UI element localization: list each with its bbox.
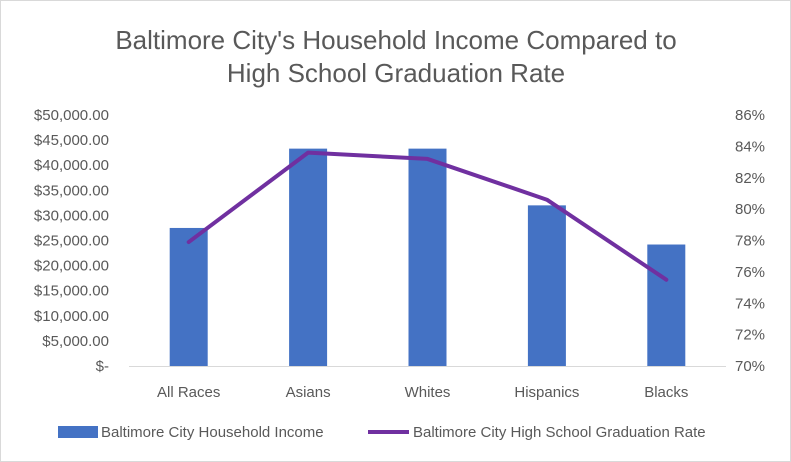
left-tick-label: $25,000.00 bbox=[34, 233, 109, 250]
bar bbox=[289, 148, 328, 366]
legend: Baltimore City Household Income Baltimor… bbox=[58, 424, 706, 441]
legend-line-label: Baltimore City High School Graduation Ra… bbox=[413, 424, 706, 441]
right-tick-label: 76% bbox=[735, 264, 765, 281]
right-tick-label: 70% bbox=[735, 358, 765, 375]
bar bbox=[647, 244, 686, 366]
right-tick-label: 80% bbox=[735, 201, 765, 218]
line-series bbox=[186, 150, 669, 282]
category-labels: All Races Asians Whites Hispanics Blacks bbox=[157, 384, 688, 401]
right-axis-ticks: 70% 72% 74% 76% 78% 80% 82% 84% 86% bbox=[735, 107, 765, 375]
bar bbox=[527, 205, 566, 366]
right-tick-label: 82% bbox=[735, 170, 765, 187]
category-label: Hispanics bbox=[514, 384, 579, 401]
category-label: Whites bbox=[405, 384, 451, 401]
left-tick-label: $20,000.00 bbox=[34, 258, 109, 275]
left-tick-label: $50,000.00 bbox=[34, 107, 109, 124]
left-tick-label: $- bbox=[96, 358, 109, 375]
bar-series bbox=[169, 148, 686, 366]
right-tick-label: 74% bbox=[735, 295, 765, 312]
bar bbox=[169, 227, 208, 366]
right-tick-label: 72% bbox=[735, 327, 765, 344]
left-axis-ticks: $- $5,000.00 $10,000.00 $15,000.00 $20,000.0… bbox=[34, 107, 109, 375]
left-tick-label: $10,000.00 bbox=[34, 308, 109, 325]
left-tick-label: $45,000.00 bbox=[34, 132, 109, 149]
bar bbox=[408, 148, 447, 366]
chart-title-line-2: High School Graduation Rate bbox=[227, 58, 565, 88]
category-label: Blacks bbox=[644, 384, 688, 401]
legend-bar-label: Baltimore City Household Income bbox=[101, 424, 324, 441]
right-tick-label: 78% bbox=[735, 233, 765, 250]
category-label: All Races bbox=[157, 384, 220, 401]
chart-title-line-1: Baltimore City's Household Income Compar… bbox=[115, 25, 676, 55]
right-tick-label: 86% bbox=[735, 107, 765, 124]
left-tick-label: $5,000.00 bbox=[42, 333, 109, 350]
left-tick-label: $15,000.00 bbox=[34, 283, 109, 300]
category-label: Asians bbox=[286, 384, 331, 401]
left-tick-label: $30,000.00 bbox=[34, 207, 109, 224]
left-tick-label: $40,000.00 bbox=[34, 157, 109, 174]
graduation-rate-line bbox=[186, 150, 669, 282]
legend-bar-swatch bbox=[58, 426, 98, 438]
right-tick-label: 84% bbox=[735, 138, 765, 155]
left-tick-label: $35,000.00 bbox=[34, 182, 109, 199]
